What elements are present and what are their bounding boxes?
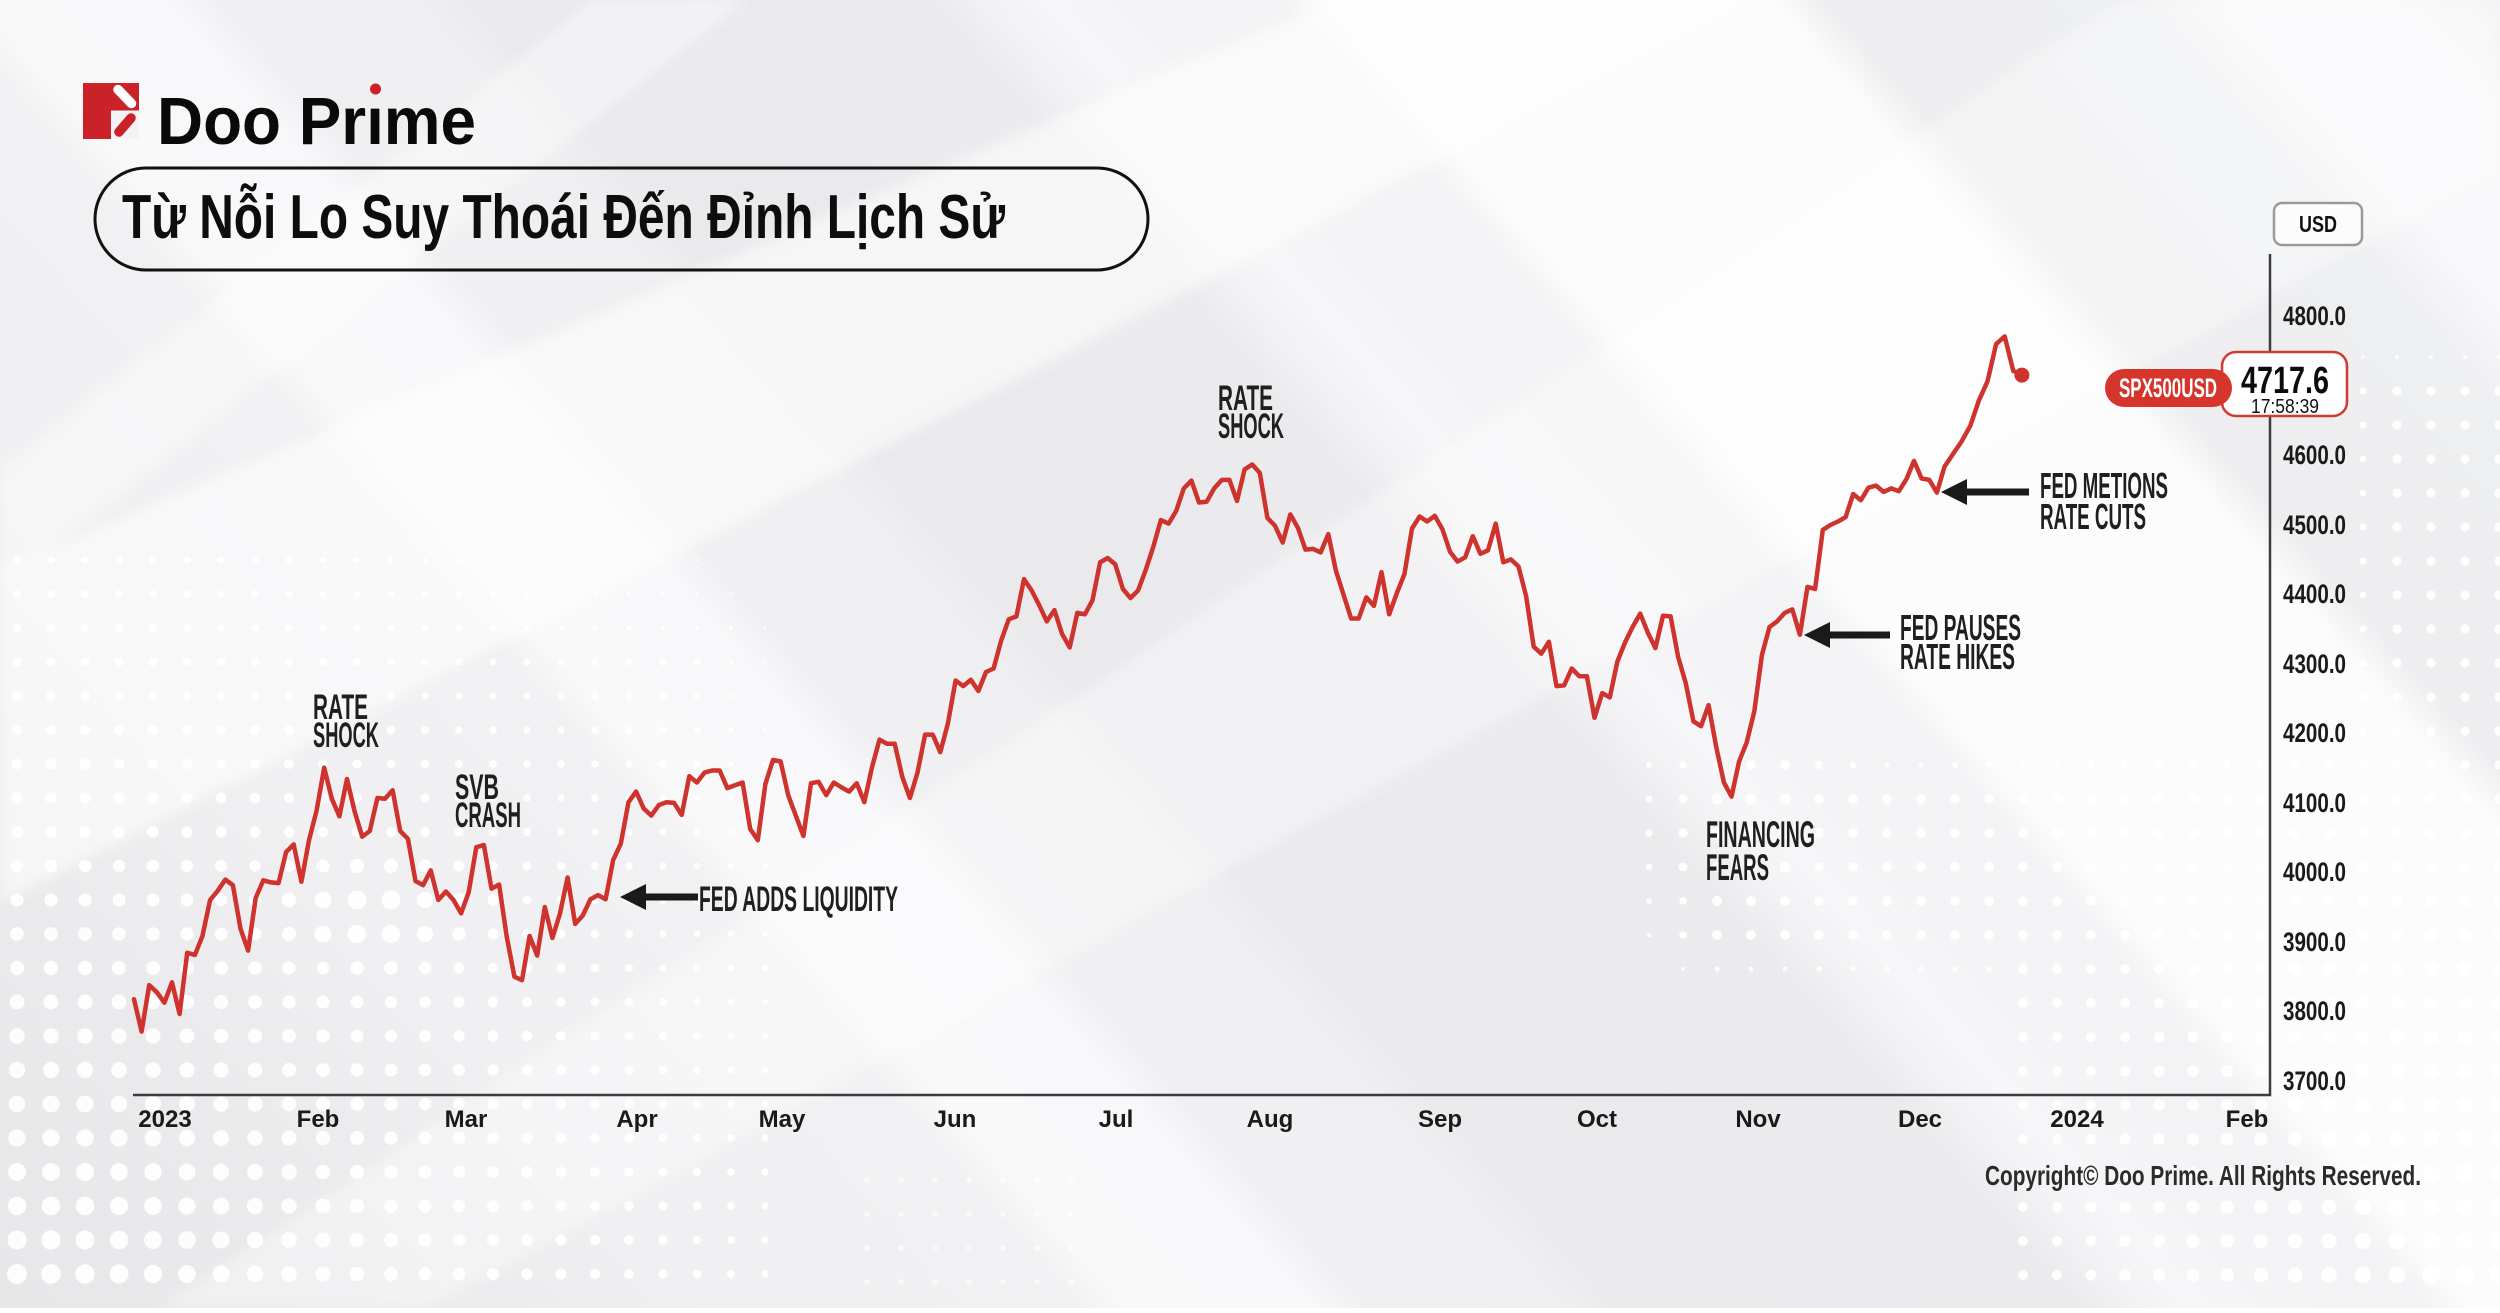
svg-text:Từ Nỗi Lo Suy Thoái Đến Đỉnh L: Từ Nỗi Lo Suy Thoái Đến Đỉnh Lịch Sử [122, 183, 1005, 252]
svg-text:SPX500USD: SPX500USD [2119, 373, 2217, 403]
svg-text:Doo Prıme: Doo Prıme [157, 84, 476, 159]
svg-text:Sep: Sep [1418, 1106, 1462, 1133]
svg-text:4000.0: 4000.0 [2283, 857, 2346, 887]
svg-text:Apr: Apr [616, 1106, 657, 1133]
svg-text:3800.0: 3800.0 [2283, 996, 2346, 1026]
svg-text:May: May [759, 1106, 806, 1133]
svg-text:RATE CUTS: RATE CUTS [2040, 496, 2146, 537]
svg-text:4400.0: 4400.0 [2283, 579, 2346, 609]
svg-text:SHOCK: SHOCK [1218, 407, 1284, 446]
svg-text:Copyright© Doo Prime. All Righ: Copyright© Doo Prime. All Rights Reserve… [1985, 1160, 2421, 1191]
svg-text:CRASH: CRASH [455, 796, 521, 835]
svg-text:4100.0: 4100.0 [2283, 788, 2346, 818]
svg-text:Nov: Nov [1735, 1106, 1781, 1133]
svg-text:USD: USD [2299, 211, 2337, 237]
svg-text:Feb: Feb [2226, 1106, 2269, 1133]
svg-text:SHOCK: SHOCK [313, 716, 379, 755]
svg-text:4500.0: 4500.0 [2283, 510, 2346, 540]
svg-text:3700.0: 3700.0 [2283, 1066, 2346, 1096]
svg-text:2024: 2024 [2050, 1106, 2104, 1133]
svg-text:Feb: Feb [297, 1106, 340, 1133]
svg-text:Jun: Jun [934, 1106, 977, 1133]
svg-text:17:58:39: 17:58:39 [2251, 396, 2319, 418]
svg-text:4600.0: 4600.0 [2283, 440, 2346, 470]
svg-text:4800.0: 4800.0 [2283, 301, 2346, 331]
svg-text:FEARS: FEARS [1706, 847, 1769, 888]
svg-text:Dec: Dec [1898, 1106, 1942, 1133]
svg-text:4200.0: 4200.0 [2283, 718, 2346, 748]
svg-text:Aug: Aug [1247, 1106, 1294, 1133]
svg-text:Jul: Jul [1099, 1106, 1134, 1133]
svg-text:Oct: Oct [1577, 1106, 1617, 1133]
svg-text:Mar: Mar [445, 1106, 488, 1133]
svg-text:2023: 2023 [138, 1106, 191, 1133]
svg-text:4300.0: 4300.0 [2283, 649, 2346, 679]
svg-text:RATE HIKES: RATE HIKES [1900, 636, 2015, 677]
svg-text:3900.0: 3900.0 [2283, 927, 2346, 957]
svg-text:FED ADDS LIQUIDITY: FED ADDS LIQUIDITY [699, 880, 898, 919]
